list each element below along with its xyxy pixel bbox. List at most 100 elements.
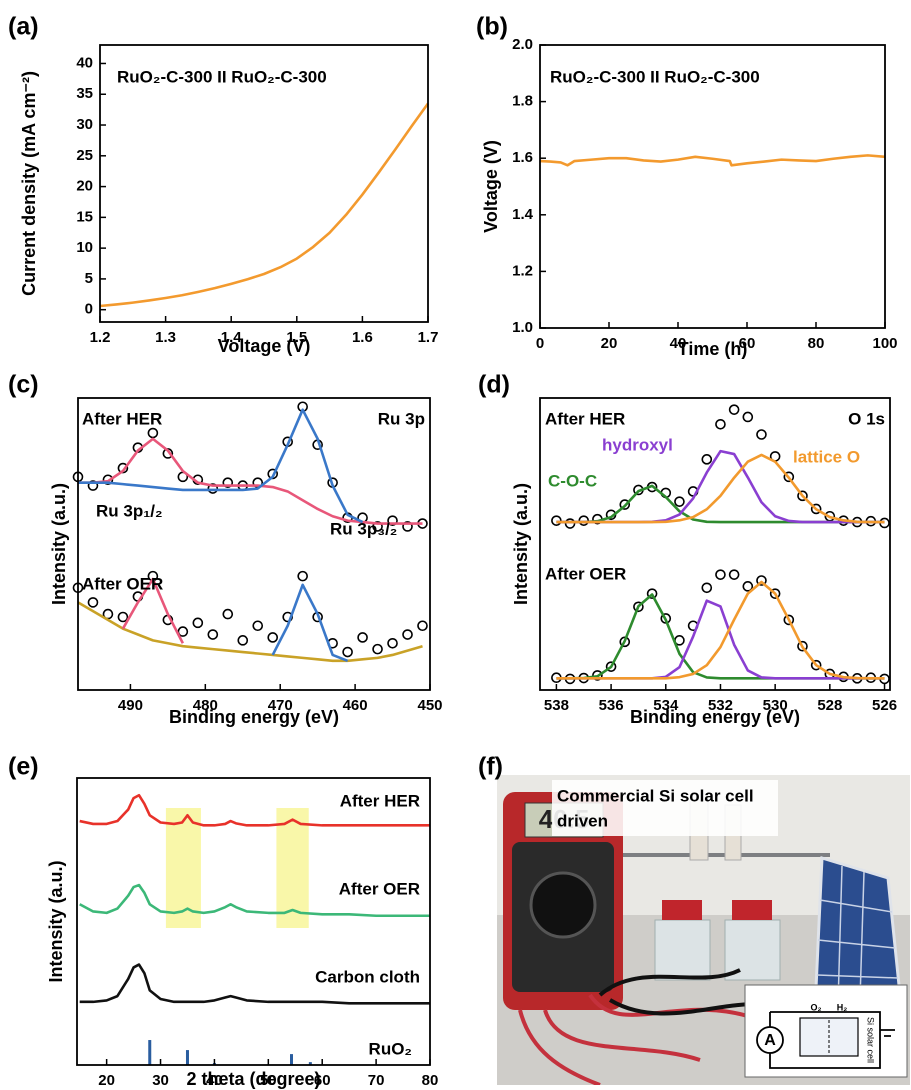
data-point xyxy=(357,632,368,643)
circuit-source-label: Si solar cell xyxy=(866,1017,876,1063)
y-axis-title: Intensity (a.u.) xyxy=(46,860,66,982)
annotation: After HER xyxy=(545,409,625,428)
photo-panel-grid xyxy=(816,865,899,1006)
circuit-meter-label: A xyxy=(764,1032,776,1049)
data-line xyxy=(79,963,430,1005)
y-tick-label: 0 xyxy=(85,301,93,318)
caption-background xyxy=(552,780,778,836)
y-tick-label: 15 xyxy=(76,208,93,225)
x-tick-label: 1.6 xyxy=(352,329,373,346)
annotation: RuO₂-C-300 II RuO₂-C-300 xyxy=(117,67,327,86)
data-point xyxy=(342,646,353,658)
x-tick-label: 70 xyxy=(368,1072,385,1089)
x-tick-label: 538 xyxy=(544,697,569,714)
x-tick-label: 40 xyxy=(670,335,687,352)
data-line xyxy=(539,154,886,167)
x-tick-label: 30 xyxy=(152,1072,169,1089)
x-tick-label: 480 xyxy=(193,697,218,714)
x-tick-label: 1.5 xyxy=(286,329,307,346)
y-axis-title: Intensity (a.u.) xyxy=(511,483,531,605)
x-tick-label: 534 xyxy=(653,697,679,714)
series-label: After HER xyxy=(340,791,420,810)
annotation: Ru 3p₁/₂ xyxy=(96,501,163,520)
highlight-band xyxy=(276,808,309,928)
data-point xyxy=(756,429,767,440)
panel-label: (f) xyxy=(478,753,503,781)
x-tick-label: 100 xyxy=(872,335,897,352)
data-point xyxy=(417,620,428,632)
data-point xyxy=(387,637,398,649)
data-point xyxy=(715,418,726,430)
plot-frame xyxy=(539,44,886,329)
x-tick-label: 20 xyxy=(98,1072,115,1089)
x-tick-label: 1.7 xyxy=(418,329,439,346)
circuit-gas-label: H₂ xyxy=(837,1002,848,1012)
data-point xyxy=(207,629,219,640)
photo-clamp xyxy=(662,900,702,920)
data-line xyxy=(78,408,364,524)
circuit-wires xyxy=(769,1011,895,1069)
data-point xyxy=(267,632,279,643)
plot-frame xyxy=(539,397,891,691)
y-tick-label: 1.8 xyxy=(512,93,533,110)
y-tick-label: 2.0 xyxy=(512,36,533,53)
photo-caption: driven xyxy=(557,811,608,830)
x-tick-label: 536 xyxy=(599,697,624,714)
x-tick-label: 80 xyxy=(808,335,825,352)
y-tick-label: 10 xyxy=(76,239,93,256)
y-tick-label: 30 xyxy=(76,116,93,133)
x-tick-label: 1.2 xyxy=(90,329,111,346)
annotation: RuO₂-C-300 II RuO₂-C-300 xyxy=(550,67,760,86)
x-tick-label: 1.3 xyxy=(155,329,176,346)
panel-label: (d) xyxy=(478,371,510,399)
data-point xyxy=(192,617,204,629)
series-label: After OER xyxy=(339,879,420,898)
panel-label: (c) xyxy=(8,371,39,399)
data-point xyxy=(147,427,159,439)
y-tick-label: 1.6 xyxy=(512,149,533,166)
data-line xyxy=(99,102,430,308)
x-tick-label: 60 xyxy=(314,1072,331,1089)
annotation: Ru 3p₃/₂ xyxy=(330,519,397,538)
y-tick-label: 25 xyxy=(76,147,93,164)
x-axis-title: Time (h) xyxy=(678,339,748,359)
data-point xyxy=(564,518,576,529)
series-label: Carbon cloth xyxy=(315,967,420,986)
y-tick-label: 1.2 xyxy=(512,262,533,279)
data-line xyxy=(79,793,430,827)
data-point xyxy=(701,582,713,594)
data-point xyxy=(87,597,99,608)
x-tick-label: 450 xyxy=(417,697,442,714)
x-tick-label: 0 xyxy=(536,335,544,352)
data-point xyxy=(222,608,234,620)
annotation: After OER xyxy=(545,564,626,583)
photo-beaker xyxy=(654,919,711,981)
x-tick-label: 40 xyxy=(206,1072,223,1089)
y-axis-title: Voltage (V) xyxy=(481,140,501,233)
y-tick-label: 40 xyxy=(76,54,93,71)
x-tick-label: 530 xyxy=(763,697,788,714)
photo-beaker xyxy=(724,919,781,981)
data-point xyxy=(728,404,740,415)
y-axis-title: Intensity (a.u.) xyxy=(49,483,69,605)
data-line xyxy=(556,453,885,524)
circuit-ammeter xyxy=(756,1026,784,1054)
panel-label: (b) xyxy=(476,13,508,41)
data-line xyxy=(556,580,885,680)
photo-caption: Commercial Si solar cell xyxy=(557,786,754,805)
x-tick-label: 490 xyxy=(118,697,143,714)
x-tick-label: 526 xyxy=(872,697,897,714)
data-line xyxy=(121,577,185,644)
data-point xyxy=(742,581,754,592)
circuit-gas-label: O₂ xyxy=(811,1002,822,1012)
data-point xyxy=(715,569,726,580)
data-point xyxy=(728,569,740,580)
data-line xyxy=(556,484,885,524)
y-axis-title: Current density (mA cm⁻²) xyxy=(19,71,39,296)
annotation: O 1s xyxy=(848,409,885,428)
data-line xyxy=(79,883,430,918)
data-point xyxy=(117,611,129,623)
x-tick-label: 470 xyxy=(268,697,293,714)
annotation: After OER xyxy=(82,574,163,593)
